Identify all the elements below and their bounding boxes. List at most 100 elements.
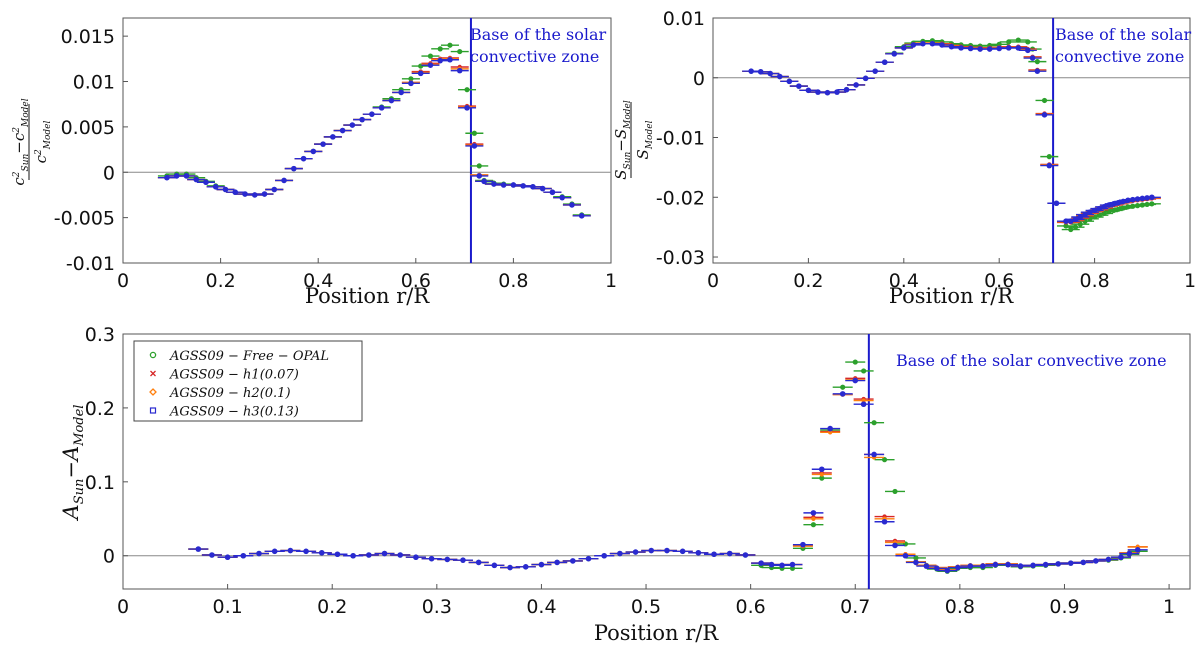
data-point <box>476 163 482 169</box>
x-tick-label: 0.1 <box>212 596 242 618</box>
data-point <box>920 40 926 47</box>
plot-frame <box>122 333 1191 590</box>
data-point <box>1077 214 1084 220</box>
y-tick-label: 0 <box>103 546 115 568</box>
y-tick-label: -0.02 <box>656 187 705 209</box>
legend-marker-square <box>149 407 157 414</box>
data-point <box>967 45 974 52</box>
ylabel-exp2: 2 <box>12 127 22 134</box>
data-point <box>408 76 414 82</box>
data-point <box>1041 112 1048 118</box>
data-point <box>1005 45 1012 51</box>
data-point <box>476 173 483 179</box>
data-point <box>428 555 435 562</box>
data-point <box>437 46 443 52</box>
data-point <box>1034 59 1040 65</box>
data-point <box>980 563 986 569</box>
panel-sound-speed: 0 0.2 0.4 0.6 0.8 1 -0.01 -0.005 0 0.005 0.01 0.01… <box>10 17 617 308</box>
data-point <box>1034 68 1041 74</box>
data-point <box>786 78 793 85</box>
y-tick-label: 0 <box>693 68 705 90</box>
data-point <box>224 554 231 561</box>
data-point <box>251 192 258 198</box>
data-point <box>481 178 487 185</box>
ylabel-num-a: S <box>612 169 630 179</box>
annotation-line-2: convective zone <box>470 47 599 66</box>
data-point <box>852 359 858 365</box>
y-tick-label: 0.3 <box>85 324 115 346</box>
data-point <box>242 191 248 197</box>
svg-text:SModel: SModel <box>634 120 655 159</box>
x-tick-label: 0.6 <box>736 596 766 618</box>
data-point <box>222 186 229 193</box>
data-point <box>195 546 202 552</box>
x-tick-label: 0.3 <box>422 596 452 618</box>
data-point <box>444 556 451 563</box>
data-point <box>617 550 623 557</box>
ylabel-num-b-sub: Model <box>623 100 633 130</box>
data-point <box>349 122 356 128</box>
x-tick-label: 0 <box>117 270 129 292</box>
legend-label: AGSS09 − h1(0.07) <box>169 368 299 383</box>
data-point <box>834 89 840 95</box>
data-point <box>861 368 867 374</box>
plot-frame <box>122 17 612 264</box>
data-point <box>934 565 940 572</box>
data-point <box>843 86 850 93</box>
data-point <box>871 451 877 458</box>
data-point <box>1126 550 1133 557</box>
data-point <box>827 430 833 435</box>
y-tick-label: 0.005 <box>61 117 115 139</box>
data-point <box>538 561 545 568</box>
data-point <box>261 191 268 197</box>
data-point <box>923 563 930 569</box>
ylabel-sub1: Sun <box>21 154 31 172</box>
series-1 <box>742 37 1161 233</box>
data-point <box>742 552 749 558</box>
legend-label: AGSS09 − Free − OPAL <box>169 349 329 364</box>
data-point <box>369 111 375 117</box>
data-point <box>881 518 888 525</box>
ylabel-minus: − <box>59 461 83 479</box>
panel-entropy: 0 0.2 0.4 0.6 0.8 1 -0.03 -0.02 -0.01 0 0.01 Base… <box>612 8 1196 308</box>
annotation-line-2: convective zone <box>1055 47 1184 66</box>
data-point <box>271 548 278 555</box>
legend-label: AGSS09 − h3(0.13) <box>169 405 299 420</box>
data-point <box>881 457 888 463</box>
data-point <box>1080 559 1087 566</box>
ylabel-minus: − <box>10 141 28 154</box>
x-tick-label: 0.9 <box>1049 596 1079 618</box>
x-tick-label: 0.8 <box>498 270 528 292</box>
data-point <box>240 552 247 559</box>
data-point <box>559 194 565 201</box>
series-1 <box>157 42 591 218</box>
data-point <box>954 564 961 571</box>
y-tick-label: 0 <box>103 162 115 184</box>
data-point <box>648 547 655 554</box>
data-point <box>892 542 898 549</box>
data-point <box>768 561 775 568</box>
data-point <box>913 555 919 561</box>
y-tick-label: 0.2 <box>85 398 115 420</box>
ylabel-num-term2: c <box>10 132 28 141</box>
data-point <box>1118 554 1124 561</box>
data-point <box>554 559 560 566</box>
data-point <box>491 562 498 569</box>
data-point <box>695 549 702 556</box>
data-point <box>408 80 414 87</box>
data-point <box>507 564 513 571</box>
data-point <box>819 475 825 481</box>
x-tick-label: 0.8 <box>1079 270 1109 292</box>
data-point <box>330 134 336 140</box>
data-point <box>271 186 278 193</box>
data-point <box>996 45 1002 52</box>
svg-text:c2Model: c2Model <box>32 121 53 164</box>
data-point <box>303 548 309 555</box>
data-point <box>1025 39 1031 45</box>
series-4 <box>188 377 1148 574</box>
data-point <box>948 43 955 50</box>
data-point <box>1149 201 1155 207</box>
y-tick-label: -0.005 <box>54 208 115 230</box>
x-tick-label: 0.4 <box>889 270 919 292</box>
data-point <box>1068 226 1074 233</box>
